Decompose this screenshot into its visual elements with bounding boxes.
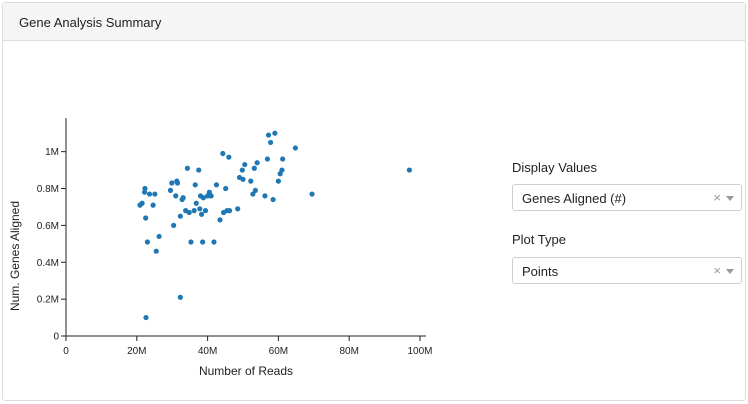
x-tick-label: 100M xyxy=(407,346,432,357)
y-tick-label: 0.6M xyxy=(37,221,59,232)
x-tick-label: 40M xyxy=(198,346,217,357)
data-point xyxy=(279,167,285,173)
data-point xyxy=(146,191,153,197)
data-point xyxy=(197,206,203,212)
data-point xyxy=(406,167,412,173)
display-values-selected: Genes Aligned (#) xyxy=(522,191,627,206)
data-point xyxy=(142,185,148,192)
data-point xyxy=(200,239,206,245)
chart-points xyxy=(137,130,412,321)
clear-icon[interactable]: × xyxy=(713,190,721,205)
data-point xyxy=(153,248,159,254)
y-tick-label: 1M xyxy=(45,147,59,158)
y-tick-label: 0.4M xyxy=(37,258,59,269)
data-point xyxy=(272,130,278,136)
data-point xyxy=(177,294,183,300)
y-tick-label: 0.8M xyxy=(37,184,59,195)
data-point xyxy=(191,208,197,214)
x-tick-label: 60M xyxy=(269,346,288,357)
data-point xyxy=(226,154,232,160)
data-point xyxy=(188,239,194,245)
x-tick-label: 20M xyxy=(127,346,146,357)
data-point xyxy=(254,160,260,166)
data-point xyxy=(171,222,177,228)
data-point xyxy=(198,211,205,217)
data-point xyxy=(270,196,276,203)
plot-type-select[interactable]: Points × xyxy=(512,257,742,284)
data-point xyxy=(242,161,248,168)
data-point xyxy=(192,182,198,188)
data-point xyxy=(280,156,286,162)
plot-type-selected: Points xyxy=(522,264,559,279)
data-point xyxy=(262,193,268,199)
plot-type-label: Plot Type xyxy=(512,232,566,247)
data-point xyxy=(196,167,202,173)
data-point xyxy=(184,165,191,171)
data-point xyxy=(292,145,298,151)
data-point xyxy=(220,150,226,157)
data-point xyxy=(217,217,223,223)
data-point xyxy=(252,187,258,193)
panel-title: Gene Analysis Summary xyxy=(3,3,745,41)
data-point xyxy=(200,195,206,201)
data-point xyxy=(250,191,256,197)
y-tick-label: 0.2M xyxy=(37,295,59,306)
data-point xyxy=(169,180,175,186)
data-point xyxy=(143,314,149,321)
data-point xyxy=(193,200,199,206)
data-point xyxy=(211,239,217,245)
data-point xyxy=(264,156,271,162)
data-point xyxy=(239,167,245,173)
scatter-chart: 0 20M 40M 60M 80M 100M 0 0.2M 0.4M 0.6M 0.8M 1M Num… xyxy=(8,118,433,378)
data-point xyxy=(180,195,186,201)
data-point xyxy=(226,208,233,214)
data-point xyxy=(265,132,272,138)
data-point xyxy=(177,213,183,219)
data-point xyxy=(309,191,315,197)
chevron-down-icon[interactable] xyxy=(726,196,734,201)
data-point xyxy=(248,178,254,184)
data-point xyxy=(144,239,151,245)
data-point xyxy=(174,180,181,186)
data-point xyxy=(268,139,274,146)
data-point xyxy=(275,178,281,184)
data-point xyxy=(202,208,209,214)
x-tick-label: 80M xyxy=(339,346,358,357)
data-point xyxy=(143,215,149,221)
x-axis-title: Number of Reads xyxy=(199,364,293,378)
data-point xyxy=(156,233,162,240)
data-point xyxy=(223,185,229,192)
data-point xyxy=(152,191,158,197)
display-values-select[interactable]: Genes Aligned (#) × xyxy=(512,184,742,211)
data-point xyxy=(208,193,214,199)
data-point xyxy=(235,206,241,212)
data-point xyxy=(251,165,257,171)
data-point xyxy=(150,202,156,208)
chart-axes: 0 20M 40M 60M 80M 100M 0 0.2M 0.4M 0.6M 0.8M 1M xyxy=(37,118,433,357)
y-tick-label: 0 xyxy=(53,332,59,343)
data-point xyxy=(167,187,174,193)
data-point xyxy=(139,200,145,206)
data-point xyxy=(173,193,179,199)
clear-icon[interactable]: × xyxy=(713,263,721,278)
data-point xyxy=(186,209,192,216)
display-values-label: Display Values xyxy=(512,160,598,175)
y-axis-title: Num. Genes Aligned xyxy=(8,201,22,311)
chevron-down-icon[interactable] xyxy=(726,269,734,274)
data-point xyxy=(213,182,220,188)
data-point xyxy=(240,176,246,182)
x-tick-label: 0 xyxy=(63,346,69,357)
